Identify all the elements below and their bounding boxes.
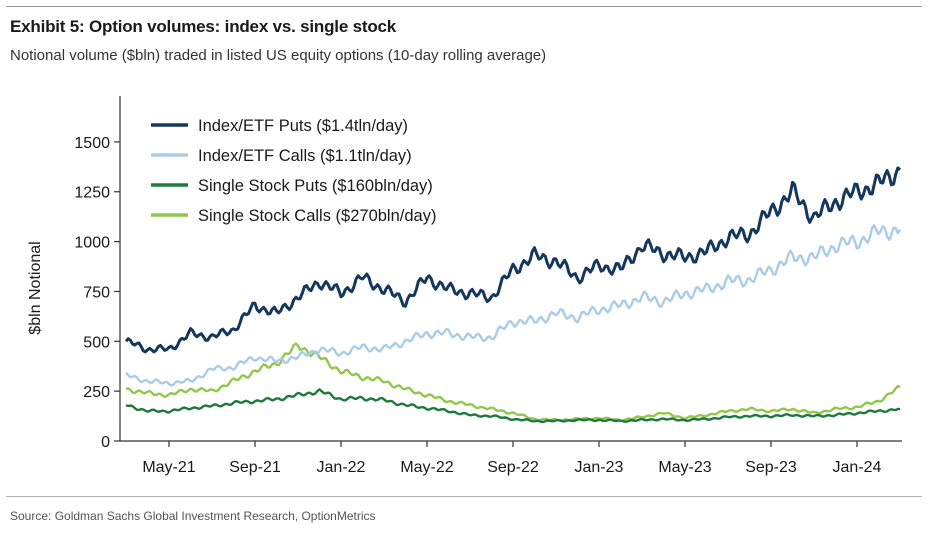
bottom-rule: [6, 496, 922, 497]
series-line-4: [125, 342, 901, 422]
x-tick-label: Sep-21: [229, 459, 281, 476]
y-tick-label: 1250: [74, 185, 110, 202]
x-tick-label: Jan-23: [575, 459, 624, 476]
x-tick-label: Sep-23: [745, 459, 797, 476]
x-tick-label: May-23: [658, 459, 711, 476]
axes: 0 250 500 750 1000 1250 1500 May-21 Sep-21 Jan-22…: [74, 96, 902, 476]
series-line-1: [124, 166, 902, 354]
top-rule: [6, 6, 922, 7]
series-line-2: [125, 224, 902, 387]
y-tick-label: 250: [83, 384, 110, 401]
legend-label-3: Single Stock Puts ($160bln/day): [198, 177, 433, 195]
legend-label-2: Index/ETF Calls ($1.1tln/day): [198, 147, 412, 165]
series-layer: [124, 166, 902, 424]
series-line-3: [125, 388, 901, 424]
y-axis-label: $bln Notional: [27, 241, 44, 334]
source-note: Source: Goldman Sachs Global Investment …: [10, 509, 376, 523]
x-tick-label: Sep-22: [487, 459, 539, 476]
x-tick-label: May-21: [142, 459, 195, 476]
x-tick-label: Jan-24: [833, 459, 882, 476]
y-tick-label: 750: [83, 284, 110, 301]
legend: Index/ETF Puts ($1.4tln/day) Index/ETF Ca…: [151, 117, 436, 225]
chart-subtitle: Notional volume ($bln) traded in listed …: [10, 47, 547, 64]
y-tick-label: 0: [101, 434, 110, 451]
chart-title: Exhibit 5: Option volumes: index vs. sin…: [10, 17, 397, 36]
legend-label-1: Index/ETF Puts ($1.4tln/day): [198, 117, 408, 135]
y-tick-label: 1500: [74, 135, 110, 152]
x-tick-label: Jan-22: [317, 459, 366, 476]
x-tick-label: May-22: [400, 459, 453, 476]
legend-label-4: Single Stock Calls ($270bln/day): [198, 207, 436, 225]
y-tick-label: 1000: [74, 235, 110, 252]
y-tick-label: 500: [83, 334, 110, 351]
